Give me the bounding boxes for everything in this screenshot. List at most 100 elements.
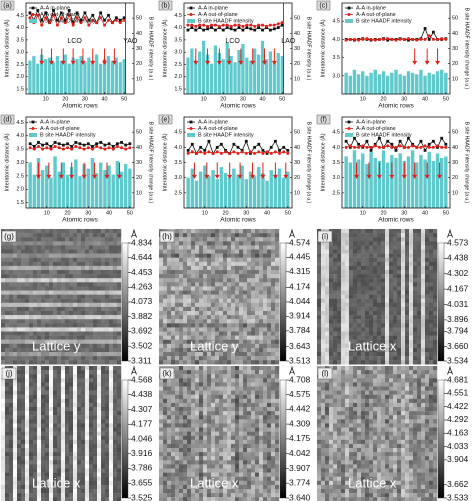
pixel xyxy=(385,270,390,275)
marker xyxy=(436,37,440,41)
pixel xyxy=(195,306,200,312)
pixel xyxy=(417,253,422,258)
pixel xyxy=(433,306,438,312)
marker xyxy=(213,23,217,27)
pixel xyxy=(365,360,370,365)
pixel xyxy=(13,352,18,357)
pixel xyxy=(247,261,252,267)
pixel xyxy=(57,352,62,357)
panel-label-box xyxy=(0,0,15,11)
pixel xyxy=(117,394,122,399)
y2-tick-label: 50 xyxy=(294,130,300,136)
pixel xyxy=(69,237,74,242)
pixel xyxy=(109,360,114,365)
pixel xyxy=(13,480,18,486)
pixel xyxy=(65,241,70,246)
pixel xyxy=(81,402,86,408)
pixel xyxy=(357,282,362,287)
pixel xyxy=(353,311,358,316)
pixel xyxy=(81,370,86,375)
pixel xyxy=(381,237,386,242)
pixel xyxy=(85,402,90,408)
pixel xyxy=(239,347,244,353)
pixel xyxy=(41,278,46,283)
pixel xyxy=(69,476,74,481)
pixel xyxy=(93,415,98,420)
pixel xyxy=(175,352,180,357)
pixel xyxy=(361,298,366,303)
bar xyxy=(398,153,402,208)
pixel xyxy=(69,468,74,473)
pixel xyxy=(41,407,46,412)
pixel xyxy=(69,347,74,353)
pixel xyxy=(41,319,46,324)
pixel xyxy=(405,237,410,242)
pixel xyxy=(179,298,184,303)
pixel xyxy=(207,270,212,275)
pixel xyxy=(17,493,22,498)
pixel xyxy=(223,290,228,295)
pixel xyxy=(61,343,66,349)
pixel xyxy=(25,390,30,395)
marker xyxy=(67,8,71,12)
pixel xyxy=(113,456,118,461)
pixel xyxy=(97,360,102,365)
pixel xyxy=(183,343,188,349)
pixel xyxy=(425,253,430,258)
pixel xyxy=(21,265,26,271)
pixel xyxy=(57,402,62,408)
bar xyxy=(264,59,269,94)
pixel xyxy=(85,278,90,283)
pixel xyxy=(41,343,46,349)
pixel xyxy=(89,294,94,299)
pixel xyxy=(159,323,164,328)
marker xyxy=(282,145,286,149)
pixel xyxy=(373,265,378,271)
pixel xyxy=(255,366,260,371)
pixel xyxy=(9,352,14,357)
pixel xyxy=(93,452,98,457)
pixel xyxy=(271,261,276,267)
legend-label: A-A in-plane xyxy=(356,5,386,11)
marker xyxy=(114,18,118,22)
pixel xyxy=(235,229,240,234)
pixel xyxy=(211,347,216,353)
y2-axis-label: B site HAADF intensity change (a.u.) xyxy=(464,8,470,90)
pixel xyxy=(29,339,34,344)
pixel xyxy=(267,270,272,275)
pixel xyxy=(85,360,90,365)
pixel xyxy=(321,274,326,279)
colorbar-tick-label: 4.302 xyxy=(447,268,469,278)
pixel xyxy=(93,431,98,436)
panel-label-box xyxy=(158,0,173,11)
pixel xyxy=(211,311,216,316)
pixel xyxy=(25,378,30,383)
pixel xyxy=(345,352,350,357)
pixel xyxy=(255,343,260,349)
pixel xyxy=(85,489,90,494)
bar xyxy=(69,167,74,208)
pixel xyxy=(163,290,168,295)
pixel xyxy=(207,370,212,375)
pixel xyxy=(187,298,192,303)
pixel xyxy=(113,411,118,416)
pixel xyxy=(425,249,430,254)
pixel xyxy=(17,476,22,481)
colorbar-tick-label: 3.655 xyxy=(131,478,153,488)
pixel xyxy=(365,245,370,250)
pixel xyxy=(317,249,322,254)
pixel xyxy=(109,265,114,271)
pixel xyxy=(37,476,42,481)
pixel xyxy=(207,233,212,238)
pixel xyxy=(191,335,196,340)
pixel xyxy=(425,331,430,336)
pixel xyxy=(5,286,10,291)
pixel xyxy=(17,356,22,361)
pixel xyxy=(433,286,438,291)
pixel xyxy=(33,476,38,481)
marker xyxy=(56,18,59,22)
pixel xyxy=(255,257,260,262)
pixel xyxy=(37,484,42,490)
pixel xyxy=(267,370,272,375)
marker xyxy=(118,18,122,22)
